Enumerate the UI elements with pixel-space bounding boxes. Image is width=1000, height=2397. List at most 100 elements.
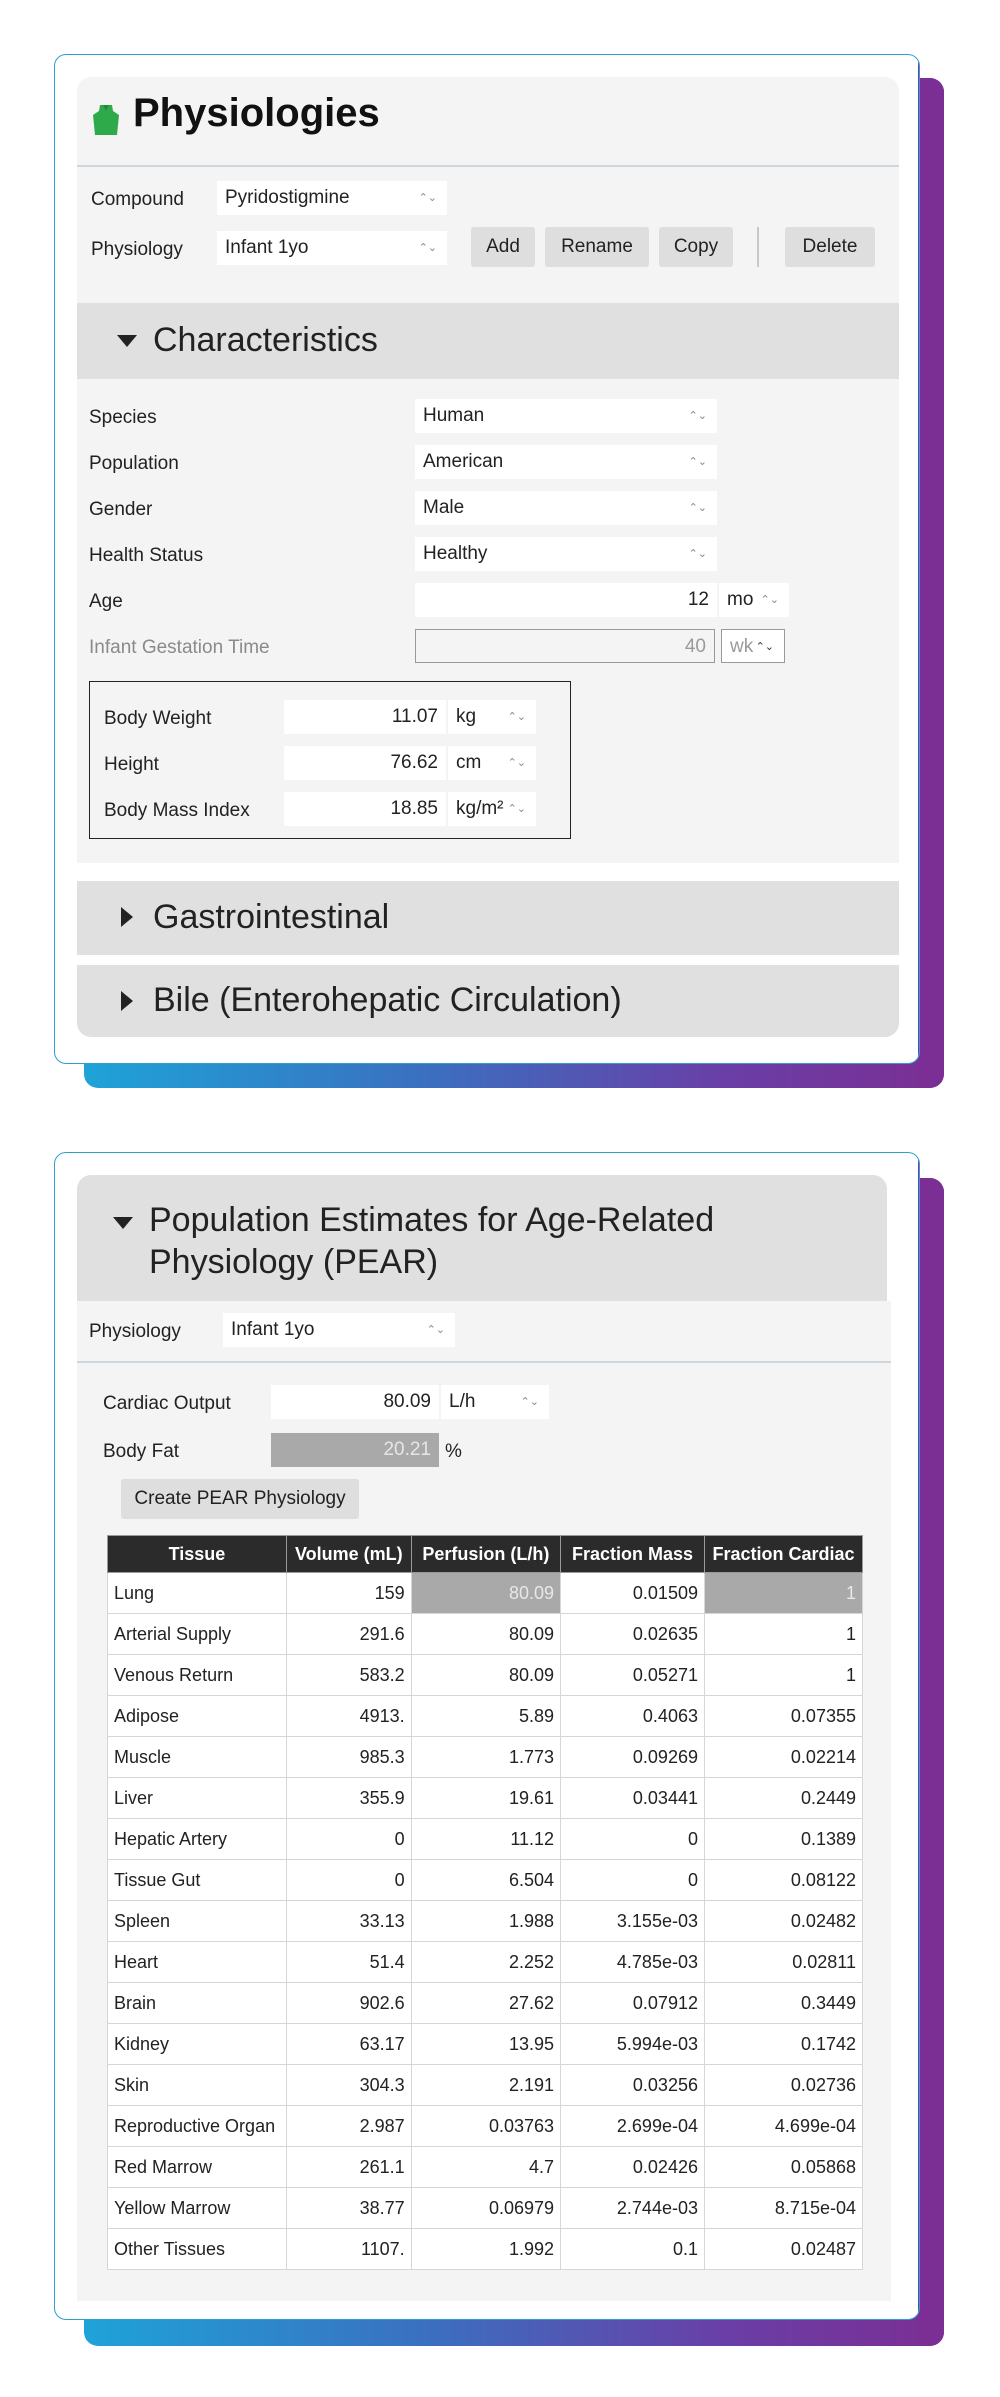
table-cell[interactable]: 19.61 [410, 1777, 562, 1819]
table-cell[interactable]: 0.07355 [703, 1695, 864, 1737]
delete-button[interactable]: Delete [785, 227, 875, 267]
create-pear-button[interactable]: Create PEAR Physiology [121, 1479, 359, 1519]
tissue-name-cell: Skin [107, 2064, 287, 2106]
table-cell[interactable]: 4913. [285, 1695, 412, 1737]
table-cell[interactable]: 1.773 [410, 1736, 562, 1778]
table-cell[interactable]: 2.191 [410, 2064, 562, 2106]
cardiac-output-input[interactable]: 80.09 [271, 1385, 439, 1419]
table-cell[interactable]: 3.155e-03 [560, 1900, 705, 1942]
table-cell[interactable]: 0 [560, 1859, 705, 1901]
health-status-select[interactable]: Healthy ⌃⌄ [415, 537, 717, 571]
table-cell[interactable]: 0.3449 [703, 1982, 864, 2024]
table-cell[interactable]: 2.699e-04 [560, 2105, 705, 2147]
table-cell[interactable]: 6.504 [410, 1859, 562, 1901]
table-cell[interactable]: 4.7 [410, 2146, 562, 2188]
table-cell[interactable]: 38.77 [285, 2187, 412, 2229]
age-input[interactable]: 12 [415, 583, 717, 617]
table-cell[interactable]: 4.785e-03 [560, 1941, 705, 1983]
table-cell[interactable]: 0.02482 [703, 1900, 864, 1942]
table-cell[interactable]: 1 [703, 1613, 864, 1655]
pear-physiology-select[interactable]: Infant 1yo ⌃⌄ [223, 1313, 455, 1347]
table-cell[interactable]: 0.02635 [560, 1613, 705, 1655]
body-weight-input[interactable]: 11.07 [284, 700, 446, 734]
table-cell[interactable]: 2.252 [410, 1941, 562, 1983]
table-cell[interactable]: 2.987 [285, 2105, 412, 2147]
rename-button[interactable]: Rename [545, 227, 649, 267]
characteristics-header[interactable]: Characteristics [77, 303, 899, 379]
table-cell[interactable]: 33.13 [285, 1900, 412, 1942]
body-weight-unit-select[interactable]: kg ⌃⌄ [448, 700, 536, 734]
table-cell[interactable]: 0.02426 [560, 2146, 705, 2188]
table-cell[interactable]: 80.09 [410, 1613, 562, 1655]
tissue-name-cell: Heart [107, 1941, 287, 1983]
table-cell[interactable]: 0.05868 [703, 2146, 864, 2188]
age-unit-select[interactable]: mo ⌃⌄ [719, 583, 789, 617]
table-cell[interactable]: 0.03441 [560, 1777, 705, 1819]
table-cell[interactable]: 1.988 [410, 1900, 562, 1942]
compound-select[interactable]: Pyridostigmine ⌃⌄ [217, 181, 447, 215]
height-input[interactable]: 76.62 [284, 746, 446, 780]
table-cell[interactable]: 0.1 [560, 2228, 705, 2270]
table-cell[interactable]: 0.08122 [703, 1859, 864, 1901]
tissue-name-cell: Lung [107, 1572, 287, 1614]
population-select[interactable]: American ⌃⌄ [415, 445, 717, 479]
table-cell[interactable]: 0.06979 [410, 2187, 562, 2229]
pear-title-line2: Physiology (PEAR) [149, 1243, 439, 1281]
table-cell[interactable]: 0.02736 [703, 2064, 864, 2106]
bile-header[interactable]: Bile (Enterohepatic Circulation) [77, 965, 899, 1037]
table-cell[interactable]: 0.1389 [703, 1818, 864, 1860]
table-cell[interactable]: 0.02811 [703, 1941, 864, 1983]
pear-header[interactable]: Population Estimates for Age-Related Phy… [77, 1175, 887, 1301]
table-cell[interactable]: 1 [703, 1654, 864, 1696]
table-cell[interactable]: 0 [285, 1818, 412, 1860]
table-cell[interactable]: 11.12 [410, 1818, 562, 1860]
copy-button[interactable]: Copy [659, 227, 733, 267]
table-cell[interactable]: 0.07912 [560, 1982, 705, 2024]
table-cell[interactable]: 0.1742 [703, 2023, 864, 2065]
table-cell[interactable]: 8.715e-04 [703, 2187, 864, 2229]
table-cell[interactable]: 0.03256 [560, 2064, 705, 2106]
table-cell[interactable]: 261.1 [285, 2146, 412, 2188]
table-cell[interactable]: 0.01509 [560, 1572, 705, 1614]
physiology-select[interactable]: Infant 1yo ⌃⌄ [217, 231, 447, 265]
table-cell[interactable]: 0.03763 [410, 2105, 562, 2147]
table-cell[interactable]: 4.699e-04 [703, 2105, 864, 2147]
table-cell[interactable]: 0.05271 [560, 1654, 705, 1696]
table-cell[interactable]: 0.09269 [560, 1736, 705, 1778]
table-cell[interactable]: 5.994e-03 [560, 2023, 705, 2065]
table-cell[interactable]: 355.9 [285, 1777, 412, 1819]
table-cell[interactable]: 1.992 [410, 2228, 562, 2270]
height-unit-select[interactable]: cm ⌃⌄ [448, 746, 536, 780]
bmi-unit-select[interactable]: kg/m² ⌃⌄ [448, 792, 536, 826]
cardiac-unit-select[interactable]: L/h ⌃⌄ [441, 1385, 549, 1419]
species-select[interactable]: Human ⌃⌄ [415, 399, 717, 433]
table-cell[interactable]: 80.09 [410, 1572, 562, 1614]
table-cell[interactable]: 583.2 [285, 1654, 412, 1696]
table-cell[interactable]: 13.95 [410, 2023, 562, 2065]
table-cell[interactable]: 5.89 [410, 1695, 562, 1737]
table-cell[interactable]: 902.6 [285, 1982, 412, 2024]
table-cell[interactable]: 0 [560, 1818, 705, 1860]
table-cell[interactable]: 51.4 [285, 1941, 412, 1983]
table-cell[interactable]: 1 [703, 1572, 864, 1614]
table-cell[interactable]: 80.09 [410, 1654, 562, 1696]
gastrointestinal-header[interactable]: Gastrointestinal [77, 881, 899, 955]
table-cell[interactable]: 2.744e-03 [560, 2187, 705, 2229]
table-cell[interactable]: 0.4063 [560, 1695, 705, 1737]
table-cell[interactable]: 0 [285, 1859, 412, 1901]
table-cell[interactable]: 0.02214 [703, 1736, 864, 1778]
add-button[interactable]: Add [471, 227, 535, 267]
table-cell[interactable]: 985.3 [285, 1736, 412, 1778]
table-cell[interactable]: 0.2449 [703, 1777, 864, 1819]
table-cell[interactable]: 1107. [285, 2228, 412, 2270]
table-cell[interactable]: 304.3 [285, 2064, 412, 2106]
table-cell[interactable]: 291.6 [285, 1613, 412, 1655]
table-cell[interactable]: 0.02487 [703, 2228, 864, 2270]
pear-card: Population Estimates for Age-Related Phy… [54, 1152, 920, 2320]
tissue-name-cell: Arterial Supply [107, 1613, 287, 1655]
bmi-input[interactable]: 18.85 [284, 792, 446, 826]
table-cell[interactable]: 159 [285, 1572, 412, 1614]
table-cell[interactable]: 63.17 [285, 2023, 412, 2065]
gender-select[interactable]: Male ⌃⌄ [415, 491, 717, 525]
table-cell[interactable]: 27.62 [410, 1982, 562, 2024]
